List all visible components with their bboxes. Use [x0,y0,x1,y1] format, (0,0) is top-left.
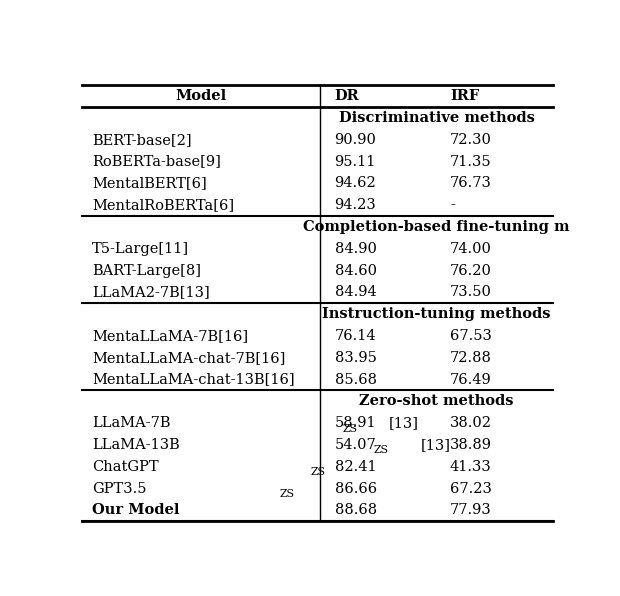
Text: RoBERTa-base[9]: RoBERTa-base[9] [92,154,221,169]
Text: 95.11: 95.11 [335,154,376,169]
Text: Our Model: Our Model [92,504,179,517]
Text: 41.33: 41.33 [450,460,492,474]
Text: 76.49: 76.49 [450,372,492,387]
Text: MentaLLaMA-chat-7B[16]: MentaLLaMA-chat-7B[16] [92,351,285,365]
Text: ZS: ZS [342,424,357,434]
Text: 58.91: 58.91 [335,416,376,430]
Text: [13]: [13] [420,438,450,452]
Text: 83.95: 83.95 [335,351,376,365]
Text: 76.20: 76.20 [450,263,492,278]
Text: 82.41: 82.41 [335,460,376,474]
Text: BERT-base[2]: BERT-base[2] [92,133,192,147]
Text: 67.23: 67.23 [450,482,492,495]
Text: 85.68: 85.68 [335,372,376,387]
Text: ZS: ZS [311,467,326,477]
Text: 88.68: 88.68 [335,504,377,517]
Text: BART-Large[8]: BART-Large[8] [92,263,201,278]
Text: 77.93: 77.93 [450,504,492,517]
Text: Discriminative methods: Discriminative methods [339,111,534,125]
Text: DR: DR [335,89,360,103]
Text: -: - [450,198,454,212]
Text: Completion-based fine-tuning m: Completion-based fine-tuning m [303,220,570,234]
Text: 72.88: 72.88 [450,351,492,365]
Text: Zero-shot methods: Zero-shot methods [360,395,514,408]
Text: 86.66: 86.66 [335,482,377,495]
Text: LLaMA-7B: LLaMA-7B [92,416,170,430]
Text: 73.50: 73.50 [450,285,492,299]
Text: LLaMA2-7B[13]: LLaMA2-7B[13] [92,285,210,299]
Text: LLaMA-13B: LLaMA-13B [92,438,180,452]
Text: T5-Large[11]: T5-Large[11] [92,242,189,256]
Text: Instruction-tuning methods: Instruction-tuning methods [322,307,551,321]
Text: ChatGPT: ChatGPT [92,460,159,474]
Text: [13]: [13] [389,416,419,430]
Text: 84.90: 84.90 [335,242,376,256]
Text: 94.62: 94.62 [335,176,376,190]
Text: 71.35: 71.35 [450,154,492,169]
Text: 76.14: 76.14 [335,329,376,343]
Text: 74.00: 74.00 [450,242,492,256]
Text: 38.02: 38.02 [450,416,492,430]
Text: 84.60: 84.60 [335,263,376,278]
Text: 90.90: 90.90 [335,133,376,147]
Text: ZS: ZS [280,489,294,499]
Text: GPT3.5: GPT3.5 [92,482,146,495]
Text: MentalRoBERTa[6]: MentalRoBERTa[6] [92,198,234,212]
Text: IRF: IRF [450,89,479,103]
Text: 76.73: 76.73 [450,176,492,190]
Text: MentaLLaMA-7B[16]: MentaLLaMA-7B[16] [92,329,248,343]
Text: 67.53: 67.53 [450,329,492,343]
Text: Model: Model [175,89,227,103]
Text: MentaLLaMA-chat-13B[16]: MentaLLaMA-chat-13B[16] [92,372,294,387]
Text: 38.89: 38.89 [450,438,492,452]
Text: MentalBERT[6]: MentalBERT[6] [92,176,206,190]
Text: 72.30: 72.30 [450,133,492,147]
Text: ZS: ZS [373,445,389,455]
Text: 54.07: 54.07 [335,438,376,452]
Text: 84.94: 84.94 [335,285,376,299]
Text: 94.23: 94.23 [335,198,376,212]
